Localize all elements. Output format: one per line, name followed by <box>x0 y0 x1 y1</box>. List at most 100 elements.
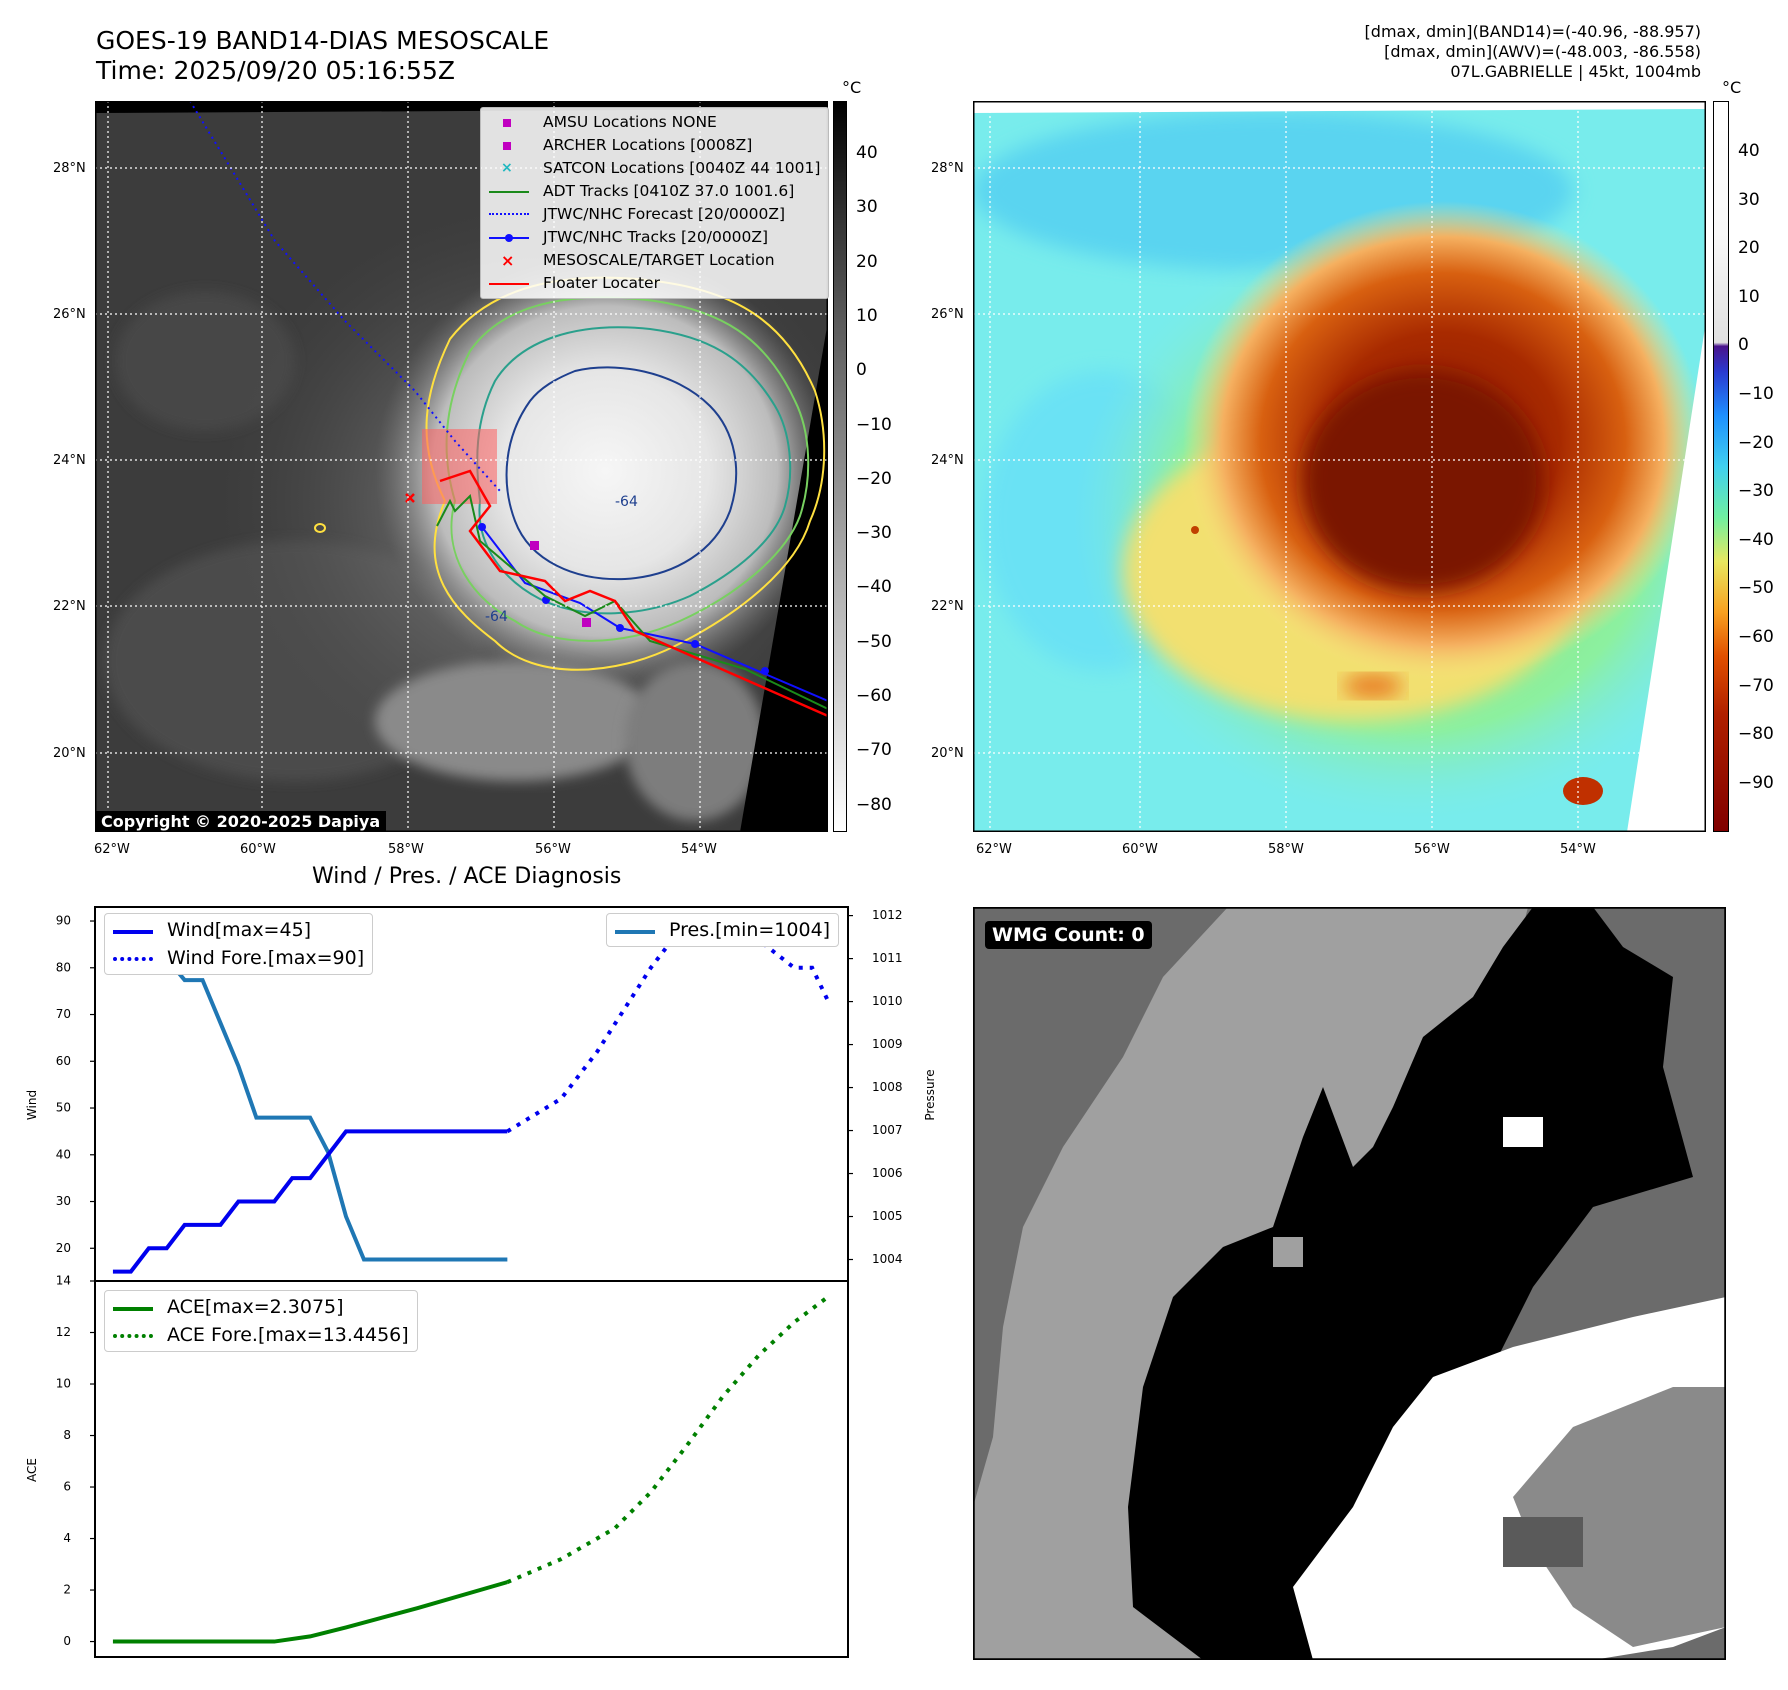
wmg-dark-patch <box>1503 1517 1583 1567</box>
pressure-ylabel: Pressure <box>923 1069 937 1120</box>
colorbar-tick: 40 <box>1738 141 1760 161</box>
pressure-tick-label: 1008 <box>872 1080 903 1094</box>
pressure-tick-label: 1007 <box>872 1123 903 1137</box>
wind-tick-label: 60 <box>56 1054 71 1068</box>
lat-label: 20°N <box>931 746 964 761</box>
lat-label: 24°N <box>931 453 964 468</box>
wv-colorbar <box>1713 101 1729 832</box>
wind-tick-label: 70 <box>56 1007 71 1021</box>
lat-label: 28°N <box>53 161 86 176</box>
colorbar-tick: −80 <box>1738 724 1774 744</box>
wind-tick-label: 20 <box>56 1241 71 1255</box>
colorbar-tick: −60 <box>1738 627 1774 647</box>
lon-label: 60°W <box>240 842 276 857</box>
map-legend: AMSU Locations NONE ARCHER Locations [00… <box>480 107 829 299</box>
series-layer <box>113 916 830 1642</box>
lat-label: 24°N <box>53 453 86 468</box>
ir-colorbar <box>833 101 847 832</box>
wmg-gray-patch <box>1273 1237 1303 1267</box>
ace-tick-label: 0 <box>63 1634 71 1648</box>
colorbar-tick: −60 <box>856 686 892 706</box>
archer-marker <box>530 541 539 550</box>
colorbar-tick: 10 <box>1738 287 1760 307</box>
contour-label-1: -64 <box>615 494 638 510</box>
legend-label: JTWC/NHC Tracks [20/0000Z] <box>543 226 768 249</box>
wmg-panel: WMG Count: 0 <box>973 907 1726 1660</box>
colorbar-tick: 40 <box>856 143 878 163</box>
pressure-legend: Pres.[min=1004] <box>606 913 839 947</box>
ace-tick-label: 2 <box>63 1583 71 1597</box>
pressure-tick-label: 1006 <box>872 1166 903 1180</box>
wv-spiral-south <box>1343 674 1403 698</box>
legend-wind: Wind[max=45] <box>113 916 364 944</box>
ace-axis-ticks: 14121086420 <box>56 1274 95 1649</box>
legend-adt: ADT Tracks [0410Z 37.0 1001.6] <box>489 180 820 203</box>
pressure-tick-label: 1011 <box>872 951 903 965</box>
colorbar-tick: −30 <box>856 523 892 543</box>
colorbar-tick: −40 <box>1738 530 1774 550</box>
colorbar-tick: 30 <box>856 197 878 217</box>
legend-label: ADT Tracks [0410Z 37.0 1001.6] <box>543 180 794 203</box>
ir-map-panel: -64 -64 <box>95 101 828 832</box>
lon-label: 60°W <box>1122 842 1158 857</box>
legend-forecast: JTWC/NHC Forecast [20/0000Z] <box>489 203 820 226</box>
lat-label: 20°N <box>53 746 86 761</box>
colorbar-tick: −70 <box>856 740 892 760</box>
lon-label: 58°W <box>1268 842 1304 857</box>
legend-label: Wind[max=45] <box>167 916 311 944</box>
lon-label: 62°W <box>94 842 130 857</box>
wmg-map <box>973 907 1726 1660</box>
floater-box <box>422 429 497 504</box>
pressure-tick-label: 1005 <box>872 1209 903 1223</box>
legend-label: ARCHER Locations [0008Z] <box>543 134 752 157</box>
wv-colorbar-unit: °C <box>1722 78 1741 97</box>
wmg-count-badge: WMG Count: 0 <box>985 921 1152 949</box>
title-line-2: Time: 2025/09/20 05:16:55Z <box>96 56 549 86</box>
figure-title: GOES-19 BAND14-DIAS MESOSCALE Time: 2025… <box>96 26 549 86</box>
wind-series-line <box>113 1131 507 1271</box>
info-line-2: [dmax, dmin](AWV)=(-48.003, -86.558) <box>1365 42 1701 62</box>
wind-legend: Wind[max=45] Wind Fore.[max=90] <box>104 913 373 975</box>
lon-label: 54°W <box>681 842 717 857</box>
wind-tick-label: 80 <box>56 960 71 974</box>
legend-wind-forecast: Wind Fore.[max=90] <box>113 944 364 972</box>
ace-legend: ACE[max=2.3075] ACE Fore.[max=13.4456] <box>104 1290 418 1352</box>
legend-satcon: × SATCON Locations [0040Z 44 1001] <box>489 157 820 180</box>
colorbar-tick: −40 <box>856 577 892 597</box>
legend-label: Pres.[min=1004] <box>669 916 830 944</box>
pressure-tick-label: 1009 <box>872 1037 903 1051</box>
diagnosis-title: Wind / Pres. / ACE Diagnosis <box>312 864 621 889</box>
colorbar-tick: −50 <box>1738 578 1774 598</box>
wind-tick-label: 90 <box>56 914 71 928</box>
ace-tick-label: 4 <box>63 1531 71 1545</box>
wind-axis-ticks: 90 80 70 60 50 40 30 20 <box>56 914 95 1255</box>
wind-ylabel: Wind <box>25 1090 39 1120</box>
ace-series-line <box>113 1582 507 1641</box>
colorbar-tick: −20 <box>1738 433 1774 453</box>
legend-label: Floater Locater <box>543 272 660 295</box>
legend-nhc-tracks: JTWC/NHC Tracks [20/0000Z] <box>489 226 820 249</box>
colorbar-tick: −10 <box>1738 384 1774 404</box>
wind-tick-label: 50 <box>56 1101 71 1115</box>
pressure-tick-label: 1010 <box>872 994 903 1008</box>
wv-cell-west <box>1191 526 1199 534</box>
ace-forecast-series-line <box>507 1295 830 1582</box>
wv-map <box>973 101 1706 832</box>
colorbar-tick: 20 <box>856 252 878 272</box>
legend-ace: ACE[max=2.3075] <box>113 1293 409 1321</box>
legend-pressure: Pres.[min=1004] <box>615 916 830 944</box>
colorbar-tick: −80 <box>856 795 892 815</box>
info-line-1: [dmax, dmin](BAND14)=(-40.96, -88.957) <box>1365 22 1701 42</box>
legend-archer: ARCHER Locations [0008Z] <box>489 134 820 157</box>
contour-label-2: -64 <box>485 609 508 625</box>
legend-floater: Floater Locater <box>489 272 820 295</box>
lat-label: 22°N <box>53 599 86 614</box>
lat-label: 26°N <box>53 307 86 322</box>
ir-colorbar-unit: °C <box>842 78 861 97</box>
wv-coldest-core <box>1303 371 1543 591</box>
ace-tick-label: 14 <box>56 1274 71 1288</box>
wv-map-panel <box>973 101 1706 832</box>
ace-ylabel: ACE <box>25 1458 39 1482</box>
ir-band-se <box>625 661 765 821</box>
ace-tick-label: 10 <box>56 1377 71 1391</box>
